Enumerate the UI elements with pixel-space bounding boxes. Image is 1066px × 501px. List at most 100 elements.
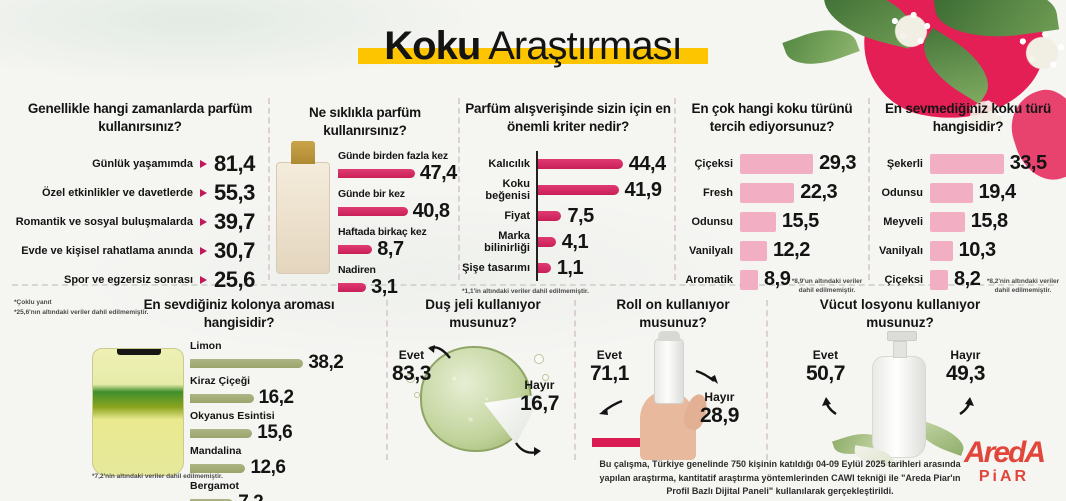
panel-body-lotion: Vücut losyonu kullanıyor musunuz? Evet 5… <box>790 296 1010 476</box>
bar-label: Okyanus Esintisi <box>190 410 275 422</box>
stat-value: 55,3 <box>214 179 255 205</box>
dashed-divider <box>766 300 768 460</box>
bar-label: Marka bilinirliği <box>484 230 530 255</box>
panel-title: En sevdiğiniz kolonya aroması hangisidir… <box>143 297 335 330</box>
bar-row: Günde birden fazla kez 47,4 <box>338 150 458 185</box>
bottle-cap <box>658 331 680 341</box>
bar-label: Kiraz Çiçeği <box>190 375 251 387</box>
stat-value: 39,7 <box>214 208 255 234</box>
title-part-regular: Araştırması <box>480 24 682 68</box>
triangle-pointer-icon <box>200 275 207 284</box>
answer-value: 83,3 <box>392 362 431 385</box>
stat-row: Özel etkinlikler ve davetlerde 55,3 <box>14 178 266 207</box>
bar <box>338 169 415 178</box>
areda-piar-logo: AredA PiAR <box>964 438 1046 486</box>
dashed-divider <box>574 300 576 460</box>
bar-value: 29,3 <box>819 152 857 175</box>
bar-value: 41,9 <box>624 178 662 201</box>
footnote: *7,2'nin altındaki veriler dahil edilmem… <box>92 473 223 481</box>
panel-title: Duş jeli kullanıyor musunuz? <box>425 297 541 330</box>
bar-value: 22,3 <box>800 181 838 204</box>
bar-row: Okyanus Esintisi 15,6 <box>190 410 392 444</box>
bar-row: Fiyat 7,5 <box>462 203 674 230</box>
bar-label: Şekerli <box>886 157 923 170</box>
bar-label: Günde birden fazla kez <box>338 150 448 162</box>
bar-label: Limon <box>190 340 222 352</box>
answer-label: Hayır <box>950 348 981 362</box>
bar-row: Vanilyalı 10,3 <box>874 236 1062 265</box>
dashed-divider <box>674 98 676 280</box>
bar-label: Nadiren <box>338 264 376 276</box>
bar-label: Vanilyalı <box>878 244 923 257</box>
bar-value: 12,2 <box>772 239 810 262</box>
panel-cologne-aroma: En sevdiğiniz kolonya aroması hangisidir… <box>86 296 392 501</box>
bar <box>740 240 767 261</box>
bar-value: 8,7 <box>377 238 404 260</box>
perfume-bottle-illustration <box>276 141 330 274</box>
bar <box>338 245 373 254</box>
answer-label: Evet <box>812 348 839 362</box>
bar-value: 40,8 <box>412 200 450 222</box>
bubble-decoration <box>534 354 544 364</box>
panel-preferred-scent: En çok hangi koku türünü tercih ediyorsu… <box>678 100 866 294</box>
bar <box>930 211 965 232</box>
panel-title: En sevmediğiniz koku türü hangisidir? <box>884 101 1052 134</box>
bar-row: Mandalina 12,6 <box>190 445 392 479</box>
curved-arrow-icon <box>515 442 541 456</box>
bar <box>338 207 408 216</box>
stat-row: Evde ve kişisel rahatlama anında 30,7 <box>14 236 266 265</box>
dashed-divider <box>458 98 460 280</box>
bar <box>190 428 253 438</box>
bar-row: Nadiren 3,1 <box>338 264 458 299</box>
bar-row: Limon 38,2 <box>190 340 392 374</box>
answer-label: Hayır <box>524 378 555 392</box>
stat-row: Günlük yaşamımda 81,4 <box>14 149 266 178</box>
bottle-cap <box>117 349 161 355</box>
roll-on-bottle-illustration <box>654 331 684 404</box>
curved-arrow-icon <box>959 397 974 415</box>
panel-title: En çok hangi koku türünü tercih ediyorsu… <box>691 101 853 134</box>
page-title: Koku Araştırması <box>358 24 708 68</box>
cologne-bottle-illustration <box>92 348 184 476</box>
answer-yes: Evet 71,1 <box>590 348 629 386</box>
bar-label: Meyveli <box>883 215 923 228</box>
bar-label: Çiçeksi <box>884 273 923 286</box>
bar-label: Kalıcılık <box>488 158 530 171</box>
dashed-divider <box>868 98 870 280</box>
curved-arrow-icon <box>428 345 451 359</box>
bar-label: Koku beğenisi <box>485 178 530 203</box>
bubble-decoration <box>414 392 420 398</box>
bar-value: 15,5 <box>781 210 819 233</box>
stat-label: Özel etkinlikler ve davetlerde <box>41 186 193 199</box>
bar-value: 7,2 <box>238 492 263 501</box>
panel-purchase-criteria: Parfüm alışverişinde sizin için en öneml… <box>462 100 674 297</box>
dashed-divider <box>12 284 1054 286</box>
bar-row: Günde bir kez 40,8 <box>338 188 458 223</box>
header: Koku Araştırması <box>0 24 1066 68</box>
bar-value: 8,9 <box>764 268 791 291</box>
bar-value: 4,1 <box>561 230 589 253</box>
bubble-decoration <box>542 374 549 381</box>
answer-value: 16,7 <box>520 392 559 415</box>
stat-value: 81,4 <box>214 150 255 176</box>
answer-value: 50,7 <box>806 362 845 385</box>
triangle-pointer-icon <box>200 246 207 255</box>
bar-label: Şişe tasarımı <box>462 262 530 275</box>
panel-roll-on: Roll on kullanıyor musunuz? Evet 71,1 Ha… <box>582 296 764 476</box>
footnote: *1,1'in altındaki veriler dahil edilmemi… <box>462 288 589 296</box>
yellow-highlight-stripe <box>358 48 708 64</box>
bar-value: 10,3 <box>958 239 996 262</box>
bar-label: Odunsu <box>881 186 923 199</box>
stat-label: Evde ve kişisel rahatlama anında <box>21 244 193 257</box>
panel-title: Ne sıklıkla parfüm kullanırsınız? <box>309 105 421 138</box>
bar-row: Çiçeksi 29,3 <box>678 149 866 178</box>
bar-row: Odunsu 15,5 <box>678 207 866 236</box>
axis-line <box>536 177 538 204</box>
bar-label: Günde bir kez <box>338 188 405 200</box>
axis-line <box>536 203 538 230</box>
title-part-bold: Koku <box>384 24 481 68</box>
bar-value: 1,1 <box>556 256 584 279</box>
footnote: *8,9'un altındaki veriler dahil edilmemi… <box>791 277 863 295</box>
bar-label: Vanilyalı <box>688 244 733 257</box>
answer-label: Hayır <box>704 390 735 404</box>
